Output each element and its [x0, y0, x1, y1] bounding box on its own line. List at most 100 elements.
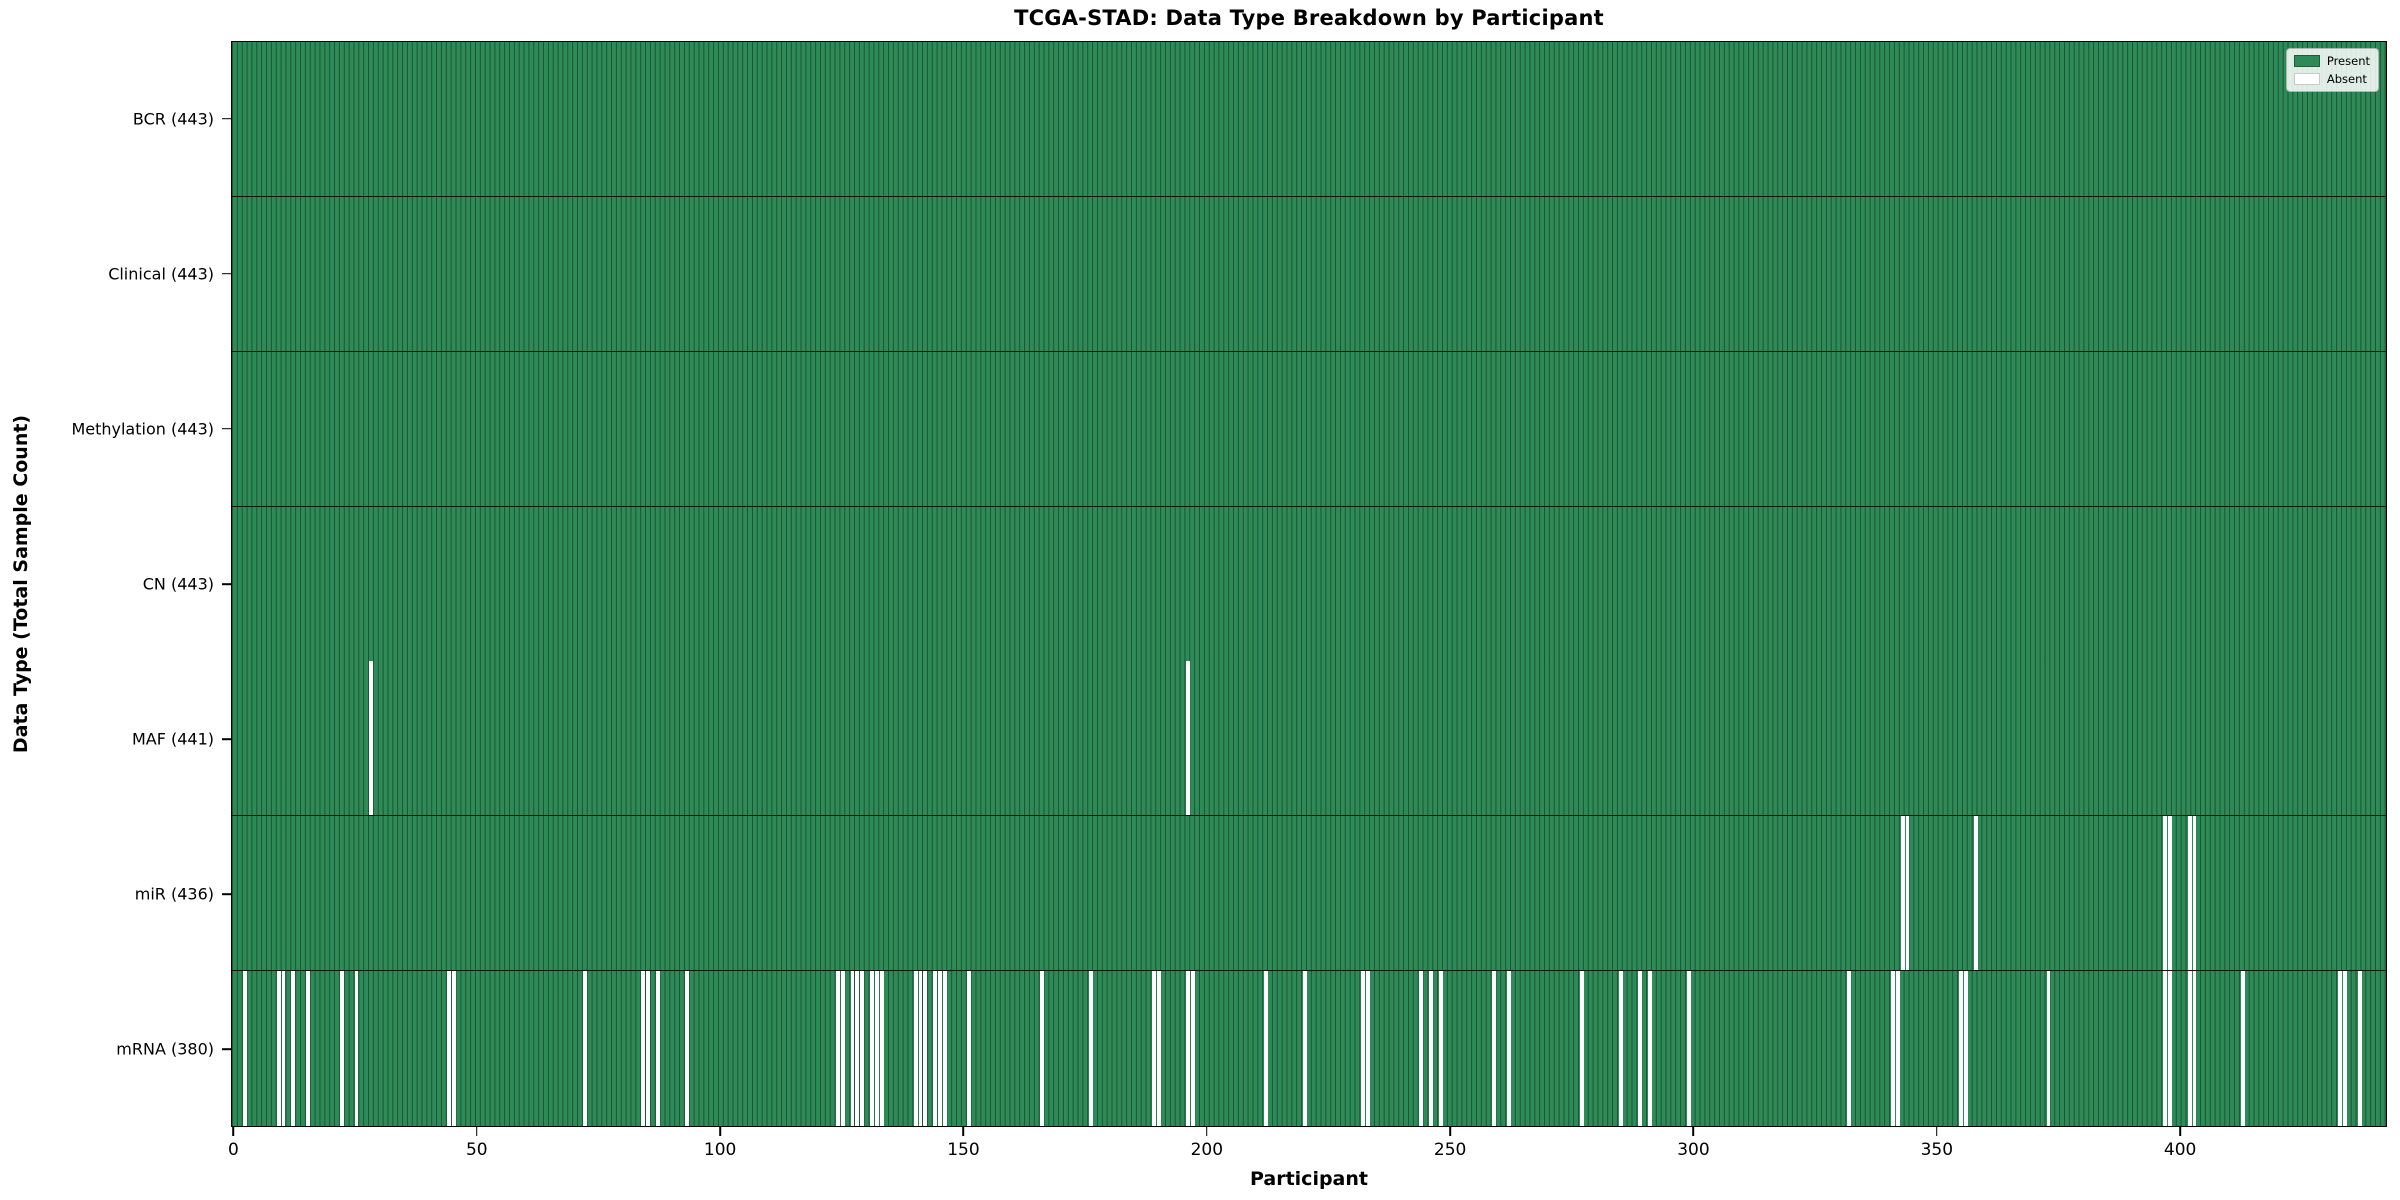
absent-cell	[1429, 971, 1433, 1126]
absent-cell	[1618, 971, 1623, 1126]
absent-cell	[918, 971, 923, 1126]
xtick-mark	[475, 1127, 478, 1136]
ytick-mark	[222, 738, 231, 740]
absent-cell	[1847, 971, 1852, 1126]
xtick-label-150: 150	[947, 1140, 980, 1160]
legend-item-present: Present	[2293, 54, 2370, 68]
legend: Present Absent	[2285, 48, 2379, 92]
absent-cell	[2192, 971, 2197, 1126]
heatmap-row-methylation	[232, 351, 2386, 507]
xtick-label-0: 0	[228, 1140, 239, 1160]
heatmap-row-bcr	[232, 42, 2386, 197]
absent-cell	[446, 971, 451, 1126]
heatmap-row-clinical	[232, 196, 2386, 352]
absent-cell	[1905, 816, 1910, 972]
absent-cell	[1963, 971, 1968, 1126]
absent-cell	[2187, 816, 2192, 972]
absent-cell	[2192, 816, 2197, 972]
absent-cell	[1506, 971, 1511, 1126]
absent-cell	[913, 971, 918, 1126]
absent-cell	[874, 971, 879, 1126]
xtick-label-100: 100	[703, 1140, 737, 1160]
absent-cell	[2163, 971, 2168, 1126]
xtick-label-250: 250	[1433, 1140, 1467, 1160]
absent-cell	[685, 971, 690, 1126]
absent-cell	[840, 971, 845, 1126]
absent-cell	[641, 971, 646, 1126]
absent-cell	[369, 661, 373, 817]
absent-swatch-icon	[2293, 73, 2320, 85]
legend-item-absent: Absent	[2293, 72, 2370, 86]
absent-cell	[1186, 971, 1190, 1126]
legend-absent-label: Absent	[2326, 72, 2367, 86]
absent-cell	[451, 971, 456, 1126]
xtick-mark	[1692, 1127, 1695, 1136]
absent-cell	[1419, 971, 1424, 1126]
absent-cell	[933, 971, 938, 1126]
absent-cell	[1686, 971, 1691, 1126]
absent-cell	[923, 971, 928, 1126]
legend-present-label: Present	[2326, 54, 2370, 68]
row-separator	[232, 970, 2386, 972]
heatmap-row-maf	[232, 661, 2386, 817]
ytick-label-mir: miR (436)	[134, 884, 214, 904]
ytick-label-clinical: Clinical (443)	[108, 264, 214, 284]
heatmap-row-mir	[232, 816, 2386, 972]
xtick-mark	[719, 1127, 721, 1136]
xtick-label-350: 350	[1920, 1140, 1954, 1160]
absent-cell	[1040, 971, 1044, 1126]
absent-cell	[656, 971, 660, 1126]
absent-cell	[646, 971, 651, 1126]
absent-cell	[1891, 971, 1895, 1126]
absent-cell	[942, 971, 947, 1126]
ytick-mark	[222, 583, 231, 585]
absent-cell	[2357, 971, 2362, 1126]
absent-cell	[1895, 971, 1900, 1126]
absent-cell	[1361, 971, 1365, 1126]
xtick-mark	[1206, 1127, 1208, 1136]
absent-cell	[2241, 971, 2245, 1126]
absent-cell	[2343, 971, 2348, 1126]
ytick-mark	[222, 1048, 231, 1051]
absent-cell	[1579, 971, 1584, 1126]
absent-cell	[1186, 661, 1190, 817]
absent-cell	[855, 971, 860, 1126]
absent-cell	[281, 971, 286, 1126]
absent-cell	[879, 971, 884, 1126]
absent-cell	[835, 971, 840, 1126]
ytick-mark	[222, 272, 231, 275]
absent-cell	[1647, 971, 1652, 1126]
absent-cell	[1638, 971, 1643, 1126]
absent-cell	[2168, 971, 2173, 1126]
ytick-mark	[222, 893, 231, 896]
absent-cell	[1263, 971, 1268, 1126]
absent-cell	[1088, 971, 1093, 1126]
plot-area: Present Absent	[231, 41, 2387, 1127]
ytick-label-bcr: BCR (443)	[132, 109, 214, 129]
absent-cell	[339, 971, 344, 1126]
absent-cell	[1438, 971, 1443, 1126]
present-swatch-icon	[2293, 55, 2320, 67]
absent-cell	[1302, 971, 1307, 1126]
absent-cell	[242, 971, 247, 1126]
ytick-label-cn: CN (443)	[142, 574, 214, 594]
absent-cell	[869, 971, 874, 1126]
absent-cell	[2187, 971, 2192, 1126]
heatmap-row-mrna	[232, 971, 2386, 1126]
chart-title: TCGA-STAD: Data Type Breakdown by Partic…	[1014, 6, 1604, 30]
absent-cell	[2046, 971, 2051, 1126]
absent-cell	[276, 971, 281, 1126]
absent-cell	[1900, 816, 1905, 972]
absent-cell	[860, 971, 865, 1126]
xtick-mark	[962, 1127, 965, 1136]
x-axis-label: Participant	[1249, 1168, 1368, 1190]
ytick-label-methylation: Methylation (443)	[71, 419, 214, 439]
xtick-mark	[2179, 1127, 2181, 1136]
xtick-mark	[232, 1127, 235, 1136]
heatmap-row-cn	[232, 506, 2386, 662]
ytick-mark	[222, 117, 231, 120]
absent-cell	[291, 971, 296, 1126]
absent-cell	[2338, 971, 2343, 1126]
xtick-label-200: 200	[1190, 1140, 1224, 1160]
